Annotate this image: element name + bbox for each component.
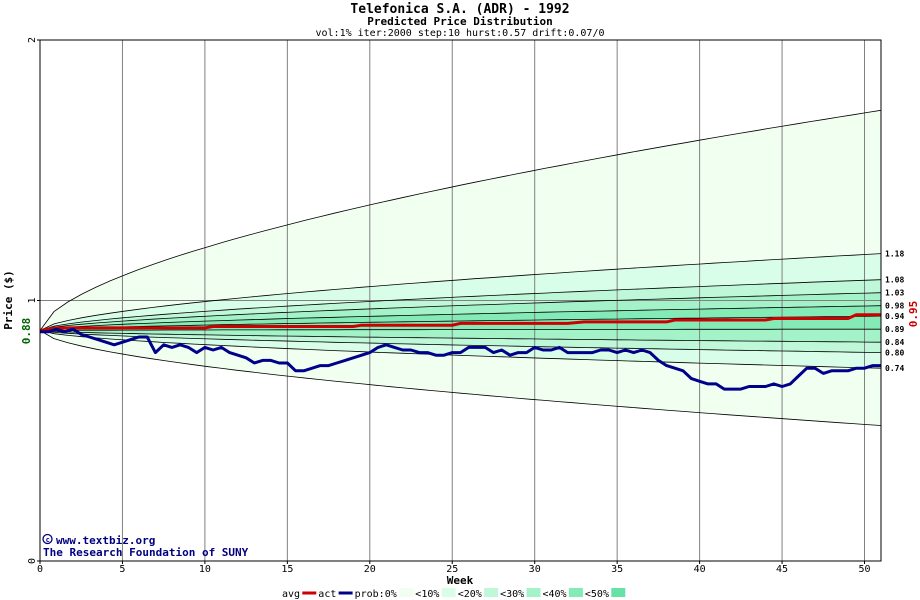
credit-block: c www.textbiz.org The Research Foundatio… [42,533,249,559]
band-boundary-line [39,292,882,331]
band-boundary-line [39,330,882,369]
legend-band-label: <30% [500,589,524,600]
band-boundary-line [39,328,881,331]
copyright-icon [42,533,53,545]
x-tick-label: 10 [199,564,211,575]
legend-band-swatch [611,588,626,597]
band-end-label: 0.98 [885,302,904,311]
legend-band-swatch [399,588,414,597]
act-series-line [40,327,881,391]
y-tick-label: 0 [27,558,38,564]
start-price-label: 0.88 [20,318,33,345]
copyright-c-glyph: c [46,536,50,544]
legend-band-swatch [526,588,541,597]
legend-band-label: prob:0% [355,589,397,600]
band-end-label: 1.08 [885,276,904,285]
end-price-label: 0.95 [907,301,920,328]
legend-avg-label: avg [282,589,300,600]
band-end-label: 0.74 [885,364,904,373]
x-tick-label: 5 [119,564,125,575]
probability-bands [40,110,881,426]
legend-band-label: <10% [415,589,439,600]
band-boundary-line [39,305,882,331]
band-end-labels: 1.18 1.08 1.03 0.980.94 0.89 0.84 0.80 0.74 [885,250,904,374]
x-tick-label: 35 [611,564,623,575]
band-end-label: 1.03 [885,289,904,298]
credit-organization: The Research Foundation of SUNY [43,546,249,559]
legend-band-label: <40% [543,589,567,600]
legend-band-swatch [441,588,456,597]
legend-act-label: act [318,589,336,600]
band-boundary-line [39,330,882,343]
x-tick-label: 30 [529,564,541,575]
band-end-label: 0.94 [885,312,904,321]
band-end-label: 0.80 [885,349,904,358]
avg-series-line [39,313,881,332]
band-boundary-line [39,315,882,331]
x-axis-label: Week [447,574,474,587]
band-boundary-line [39,279,882,331]
simulation-parameters: vol:1% iter:2000 step:10 hurst:0.57 drif… [316,28,605,39]
series-lines [39,313,881,391]
x-tick-label: 15 [281,564,293,575]
credit-website: www.textbiz.org [56,534,155,547]
x-axis-ticks: 0 5 10 15 20 25 30 35 40 45 50 [37,561,871,575]
legend: avg act prob:0% <10% <20% <30% <40% <50% [282,588,626,600]
legend-band-label: <20% [458,589,482,600]
y-axis-ticks: 0 1 2 [27,37,40,564]
x-tick-label: 40 [694,564,706,575]
band-boundary-lines [39,109,882,426]
band-boundary-line [39,330,882,353]
legend-band-swatch [568,588,583,597]
band-end-label: 0.84 [885,338,904,347]
y-tick-label: 2 [27,37,38,43]
x-tick-label: 45 [776,564,788,575]
x-tick-label: 50 [858,564,870,575]
legend-band-swatch [484,588,499,597]
grid-lines [39,39,881,562]
x-tick-label: 0 [37,564,43,575]
y-tick-label: 1 [27,297,38,303]
band-boundary-line [39,330,882,426]
band-end-label: 0.89 [885,325,904,334]
y-axis-label: Price ($) [2,270,15,330]
legend-band-label: <50% [585,589,609,600]
band-boundary-line [39,253,882,331]
chart-subtitle: Predicted Price Distribution [367,15,552,28]
x-tick-label: 25 [446,564,458,575]
band-end-label: 1.18 [885,250,904,259]
band-boundary-line [39,109,882,331]
x-tick-label: 20 [364,564,376,575]
chart-title: Telefonica S.A. (ADR) - 1992 [350,2,569,17]
